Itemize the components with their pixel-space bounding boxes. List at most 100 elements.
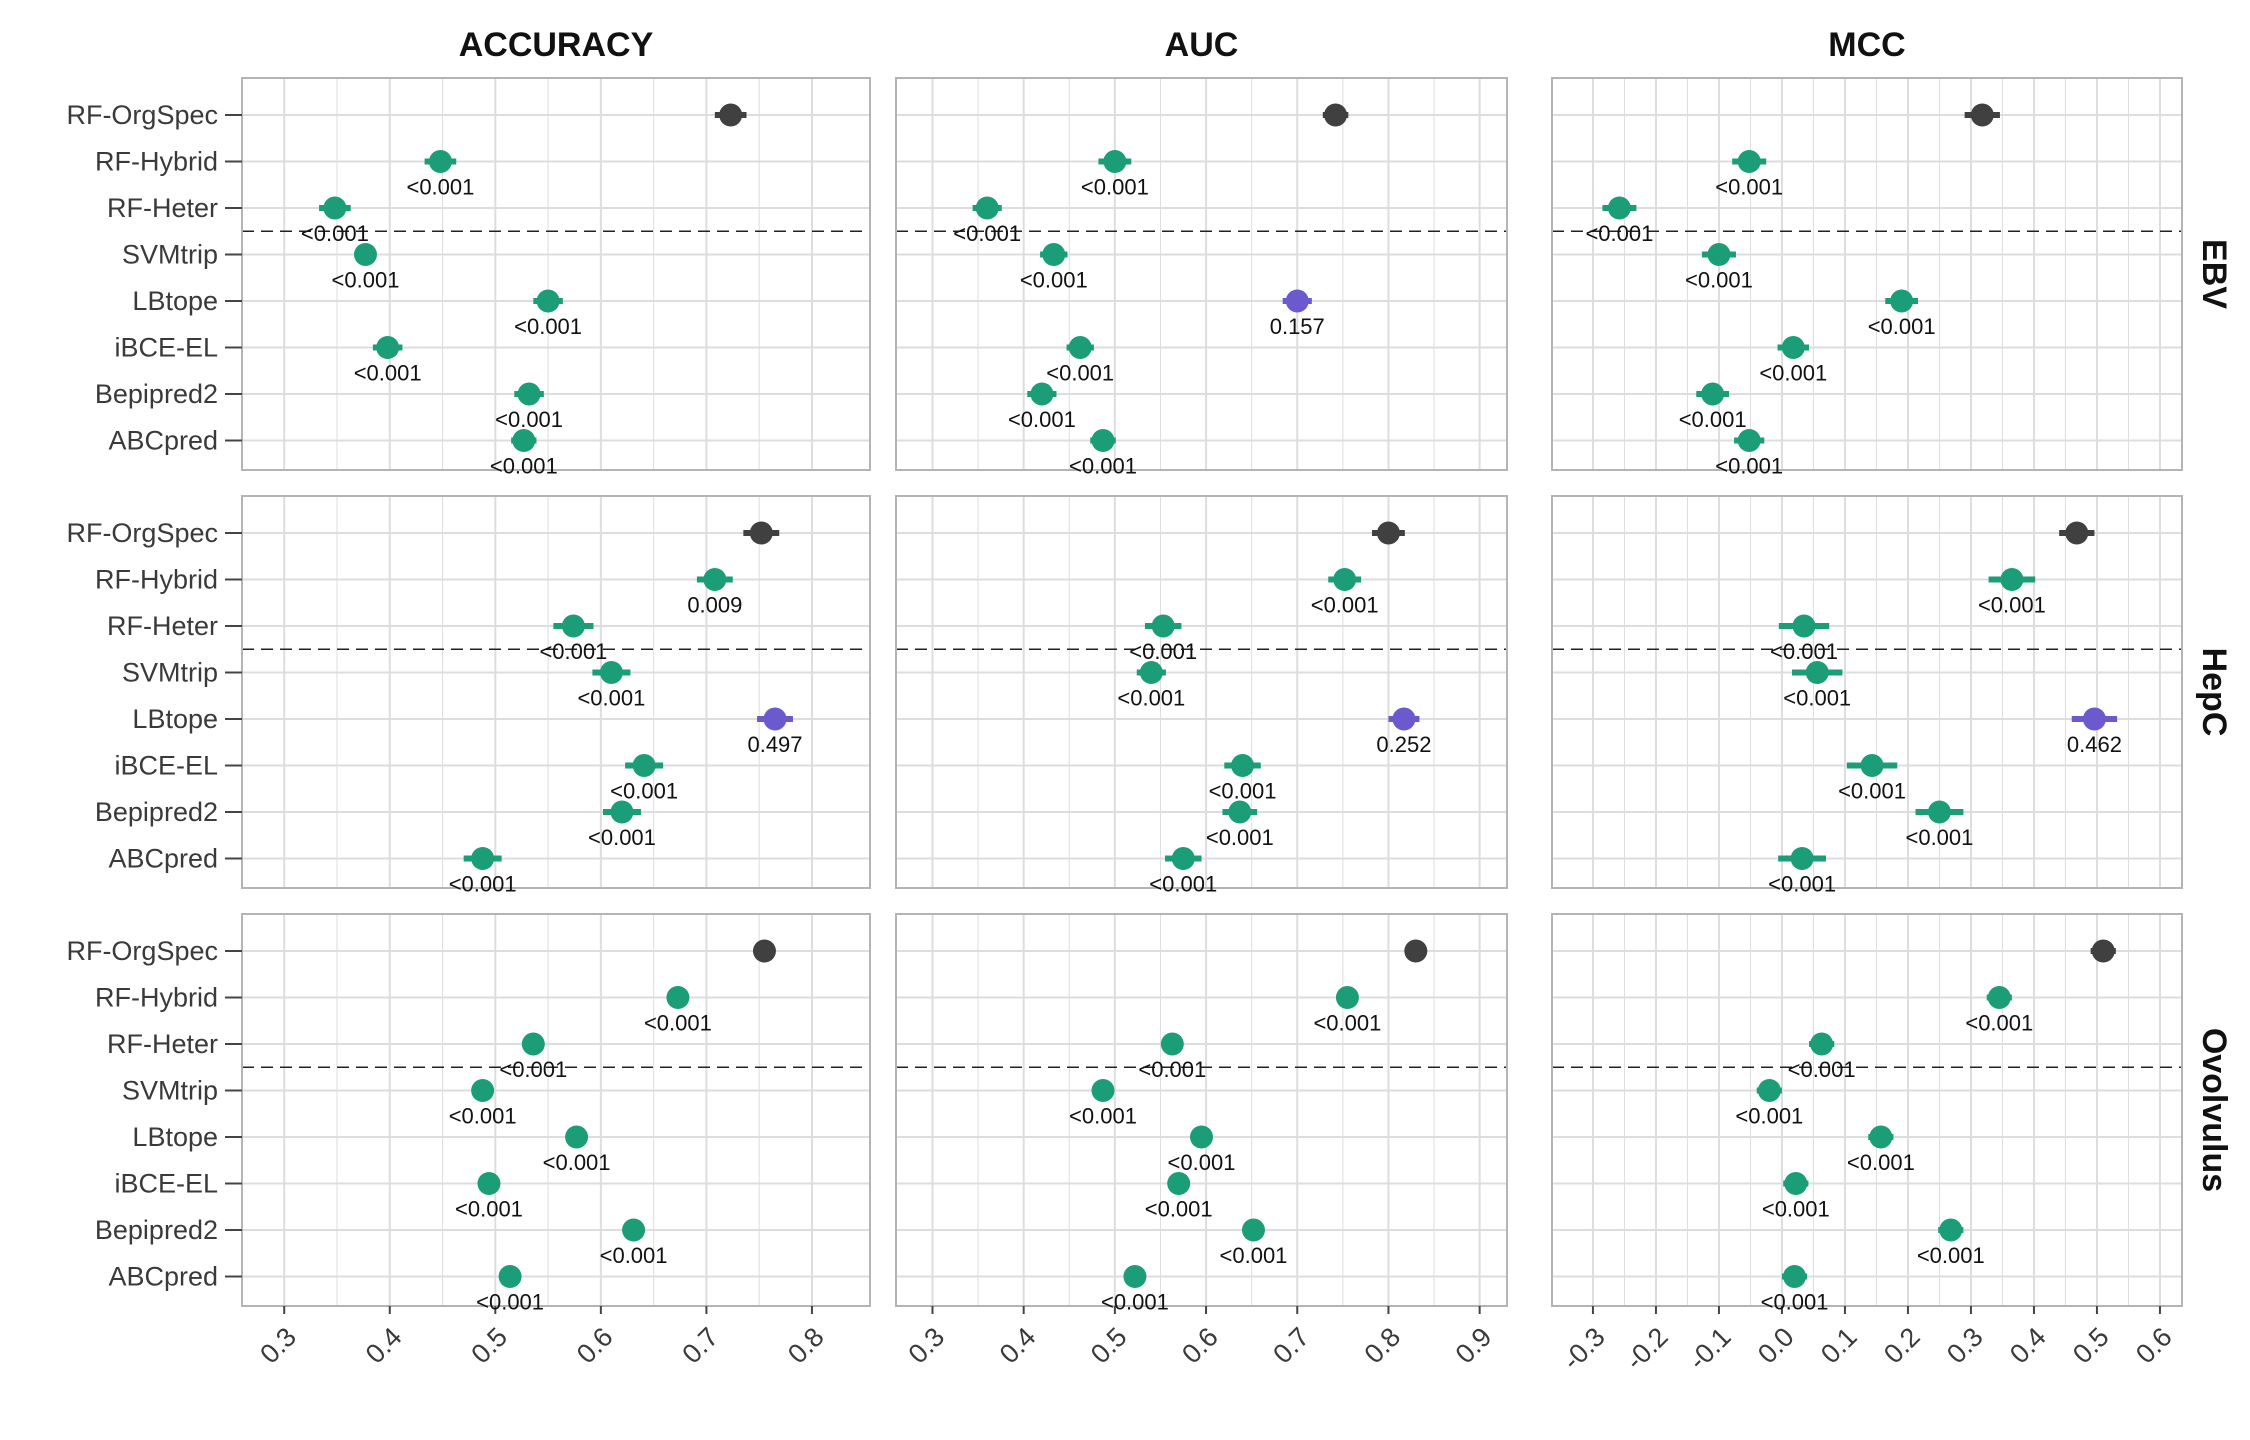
p-value-ibce-el: <0.001: [354, 361, 422, 386]
x-tick-label-auc: 0.6: [1176, 1322, 1224, 1370]
p-value-rf-hybrid: <0.001: [406, 175, 474, 200]
point-rf-orgspec: [749, 521, 773, 545]
panel-background: [896, 914, 1507, 1306]
point-ibce-el: [1784, 1172, 1808, 1195]
point-abcpred: [512, 429, 536, 452]
p-value-svmtrip: <0.001: [577, 686, 645, 711]
panel-border-hepc-accuracy: [241, 495, 871, 889]
point-rf-orgspec: [2065, 521, 2089, 545]
p-value-rf-hybrid: <0.001: [1081, 175, 1149, 200]
p-value-rf-heter: <0.001: [1770, 639, 1838, 664]
point-ibce-el: [477, 1172, 501, 1195]
y-label-bepipred2: Bepipred2: [95, 1215, 218, 1245]
panel-background: [896, 496, 1507, 888]
row-label-hepc: HepC: [2195, 648, 2233, 737]
p-value-lbtope: 0.252: [1376, 732, 1431, 757]
x-tick-label-mcc: 0.3: [1941, 1322, 1989, 1370]
p-value-rf-heter: <0.001: [1585, 221, 1653, 246]
point-svmtrip: [471, 1079, 495, 1102]
point-rf-heter: [521, 1032, 545, 1056]
panel-background: [242, 914, 870, 1306]
x-tick-label-accuracy: 0.6: [571, 1322, 619, 1370]
panel-background: [242, 78, 870, 470]
point-rf-orgspec: [2091, 939, 2115, 963]
p-value-rf-heter: <0.001: [1788, 1057, 1856, 1082]
p-value-rf-hybrid: <0.001: [1965, 1011, 2033, 1036]
y-label-bepipred2: Bepipred2: [95, 797, 218, 827]
p-value-bepipred2: <0.001: [1905, 825, 1973, 850]
point-lbtope: [1869, 1125, 1893, 1149]
point-lbtope: [763, 707, 787, 731]
p-value-rf-hybrid: <0.001: [1311, 593, 1379, 618]
point-svmtrip: [1042, 243, 1066, 266]
p-value-bepipred2: <0.001: [600, 1243, 668, 1268]
y-label-lbtope: LBtope: [132, 704, 218, 734]
point-bepipred2: [517, 382, 541, 406]
x-tick-label-auc: 0.4: [994, 1322, 1042, 1370]
point-svmtrip: [1139, 661, 1163, 684]
point-abcpred: [1737, 429, 1761, 452]
p-value-bepipred2: <0.001: [1220, 1243, 1288, 1268]
point-bepipred2: [622, 1218, 646, 1242]
p-value-rf-hybrid: 0.009: [687, 593, 742, 618]
y-label-rf-heter: RF-Heter: [107, 611, 218, 641]
panel-border-ebv-accuracy: [241, 77, 871, 471]
p-value-bepipred2: <0.001: [1206, 825, 1274, 850]
y-label-rf-orgspec: RF-OrgSpec: [66, 100, 218, 130]
point-rf-orgspec: [719, 103, 743, 127]
point-rf-orgspec: [1970, 103, 1994, 127]
point-lbtope: [2082, 707, 2106, 731]
point-abcpred: [1091, 429, 1115, 452]
row-label-ovolvulus: Ovolvulus: [2195, 1028, 2233, 1192]
y-label-ibce-el: iBCE-EL: [114, 751, 218, 781]
panel-background: [1552, 78, 2182, 470]
point-abcpred: [498, 1265, 522, 1288]
y-label-svmtrip: SVMtrip: [122, 658, 218, 688]
point-rf-hybrid: [1103, 150, 1127, 173]
point-rf-heter: [975, 196, 999, 220]
x-tick-label-accuracy: 0.7: [676, 1322, 724, 1370]
point-rf-hybrid: [428, 150, 452, 173]
point-ibce-el: [1231, 754, 1255, 777]
point-lbtope: [1190, 1125, 1213, 1149]
x-tick-label-accuracy: 0.3: [254, 1322, 302, 1370]
p-value-abcpred: <0.001: [1149, 872, 1217, 897]
point-lbtope: [1392, 707, 1416, 731]
point-rf-heter: [1792, 614, 1816, 638]
point-ibce-el: [376, 336, 400, 359]
panel-background: [896, 78, 1507, 470]
p-value-rf-heter: <0.001: [301, 221, 369, 246]
p-value-rf-heter: <0.001: [539, 639, 607, 664]
point-bepipred2: [1939, 1218, 1963, 1242]
point-svmtrip: [599, 661, 623, 684]
point-bepipred2: [1701, 382, 1725, 406]
column-title-mcc: MCC: [1828, 26, 1905, 64]
p-value-abcpred: <0.001: [490, 454, 558, 479]
x-tick-label-mcc: -0.3: [1557, 1322, 1611, 1376]
point-rf-heter: [1810, 1032, 1834, 1056]
p-value-rf-heter: <0.001: [1138, 1057, 1206, 1082]
p-value-svmtrip: <0.001: [332, 268, 400, 293]
p-value-bepipred2: <0.001: [1917, 1243, 1985, 1268]
x-tick-label-accuracy: 0.8: [782, 1322, 830, 1370]
point-rf-hybrid: [1737, 150, 1761, 173]
p-value-svmtrip: <0.001: [449, 1104, 517, 1129]
p-value-rf-heter: <0.001: [499, 1057, 567, 1082]
point-abcpred: [471, 847, 495, 870]
x-tick-label-mcc: 0.2: [1878, 1322, 1926, 1370]
y-label-rf-hybrid: RF-Hybrid: [95, 565, 218, 595]
point-bepipred2: [610, 800, 634, 824]
point-rf-orgspec: [1376, 521, 1400, 545]
y-label-abcpred: ABCpred: [108, 1262, 218, 1292]
point-ibce-el: [1167, 1172, 1191, 1195]
point-lbtope: [536, 289, 560, 313]
point-svmtrip: [1757, 1079, 1781, 1102]
point-bepipred2: [1241, 1218, 1265, 1242]
y-label-svmtrip: SVMtrip: [122, 240, 218, 270]
p-value-lbtope: 0.497: [747, 732, 802, 757]
p-value-ibce-el: <0.001: [1838, 779, 1906, 804]
point-lbtope: [565, 1125, 589, 1149]
y-label-svmtrip: SVMtrip: [122, 1076, 218, 1106]
p-value-abcpred: <0.001: [1101, 1290, 1169, 1315]
point-rf-orgspec: [752, 939, 776, 963]
